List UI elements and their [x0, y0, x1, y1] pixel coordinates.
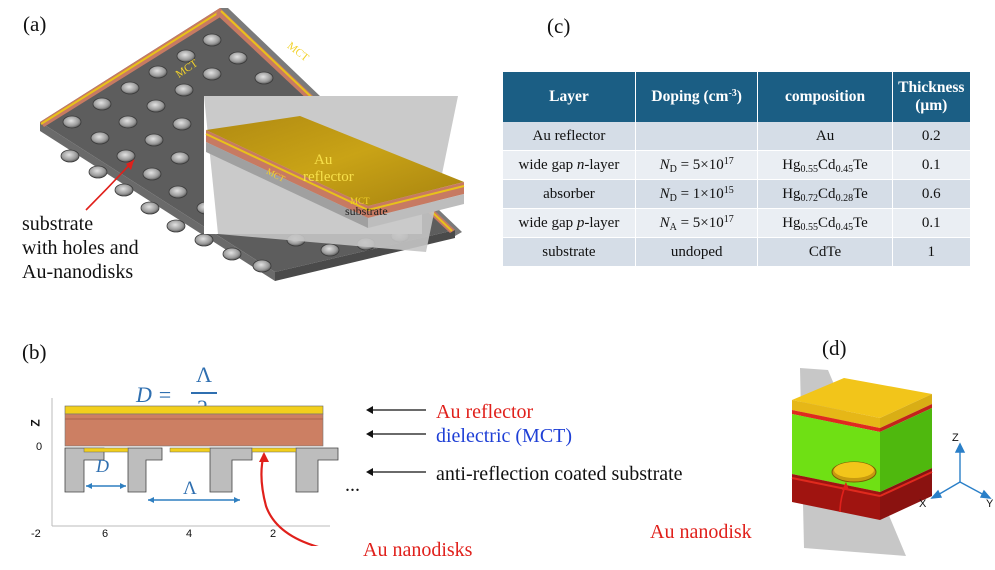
d-axes: [930, 442, 992, 499]
callout-arrow-nanodisks: [260, 453, 319, 546]
inset-sub-right: [368, 194, 464, 228]
table-row: wide gap n-layer ND = 5×1017 Hg0.55Cd0.4…: [503, 150, 970, 180]
x-tick-1: -2: [31, 528, 41, 540]
panel-b-pointer-arrows: [366, 406, 426, 476]
equation-lhs: D =: [136, 382, 173, 407]
header-thickness: Thickness (μm): [892, 72, 970, 122]
header-composition: composition: [757, 72, 893, 122]
label-dielectric: dielectric (MCT): [436, 425, 573, 447]
table-row: Au reflector Au 0.2: [503, 122, 970, 151]
inset-sub-left: [206, 142, 368, 228]
z-axis-label: Z: [28, 419, 43, 427]
d-axis-x: X: [919, 498, 927, 510]
panel-d-unit-cell: [791, 368, 992, 556]
b-substrate: [64, 447, 339, 493]
label-au-nanodisks: Au nanodisks: [363, 539, 473, 561]
x-tick-2: 6: [102, 528, 109, 540]
inset-substrate-label: substrate: [345, 204, 388, 218]
inset-gold-top: [206, 116, 464, 206]
panel-a-illustration: [40, 8, 465, 281]
label-au-reflector: Au reflector: [436, 401, 534, 423]
x-tick-4: 2: [270, 528, 277, 540]
label-substrate: anti-reflection coated substrate: [436, 463, 683, 485]
panel-label-a: (a): [23, 12, 47, 36]
x-tick-3: 4: [186, 528, 193, 540]
ellipsis: ...: [345, 474, 360, 496]
panel-label-c: (c): [547, 14, 571, 38]
z-zero-tick: 0: [36, 441, 43, 453]
d-red-front: [792, 474, 880, 520]
label-au-nanodisk: Au nanodisk: [650, 521, 752, 543]
table-row: substrate undoped CdTe 1: [503, 237, 970, 267]
table-row: wide gap p-layer NA = 5×1017 Hg0.55Cd0.4…: [503, 208, 970, 238]
d-axis-z: Z: [952, 432, 959, 444]
dim-lambda-label: Λ: [183, 478, 197, 499]
dim-d-label: D: [96, 456, 109, 476]
inset-au-label: Au: [314, 152, 333, 168]
header-doping: Doping (cm-3): [635, 72, 759, 122]
d-axis-y: Y: [986, 498, 994, 510]
header-layer: Layer: [503, 72, 636, 122]
panel-label-d: (d): [822, 336, 847, 360]
table-row: absorber ND = 1×1015 Hg0.72Cd0.28Te 0.6: [503, 179, 970, 209]
panel-b-cross-section: [51, 398, 339, 546]
inset-mct-label-2: MCT: [350, 196, 370, 206]
b-au-reflector: [64, 405, 324, 415]
b-nanodisks: [83, 447, 297, 453]
d-green-side: [880, 408, 932, 492]
table-header-row: Layer Doping (cm-3) composition Thicknes…: [503, 72, 970, 122]
inset-reflector-label: reflector: [303, 169, 354, 185]
callout-substrate-text: substrate with holes and Au-nanodisks: [22, 213, 139, 283]
layers-table: Layer Doping (cm-3) composition Thicknes…: [503, 72, 970, 267]
plate-left-edge: [40, 122, 275, 281]
panel-label-b: (b): [22, 340, 47, 364]
d-gold-top: [792, 378, 932, 418]
equation-numerator: Λ: [196, 362, 212, 387]
